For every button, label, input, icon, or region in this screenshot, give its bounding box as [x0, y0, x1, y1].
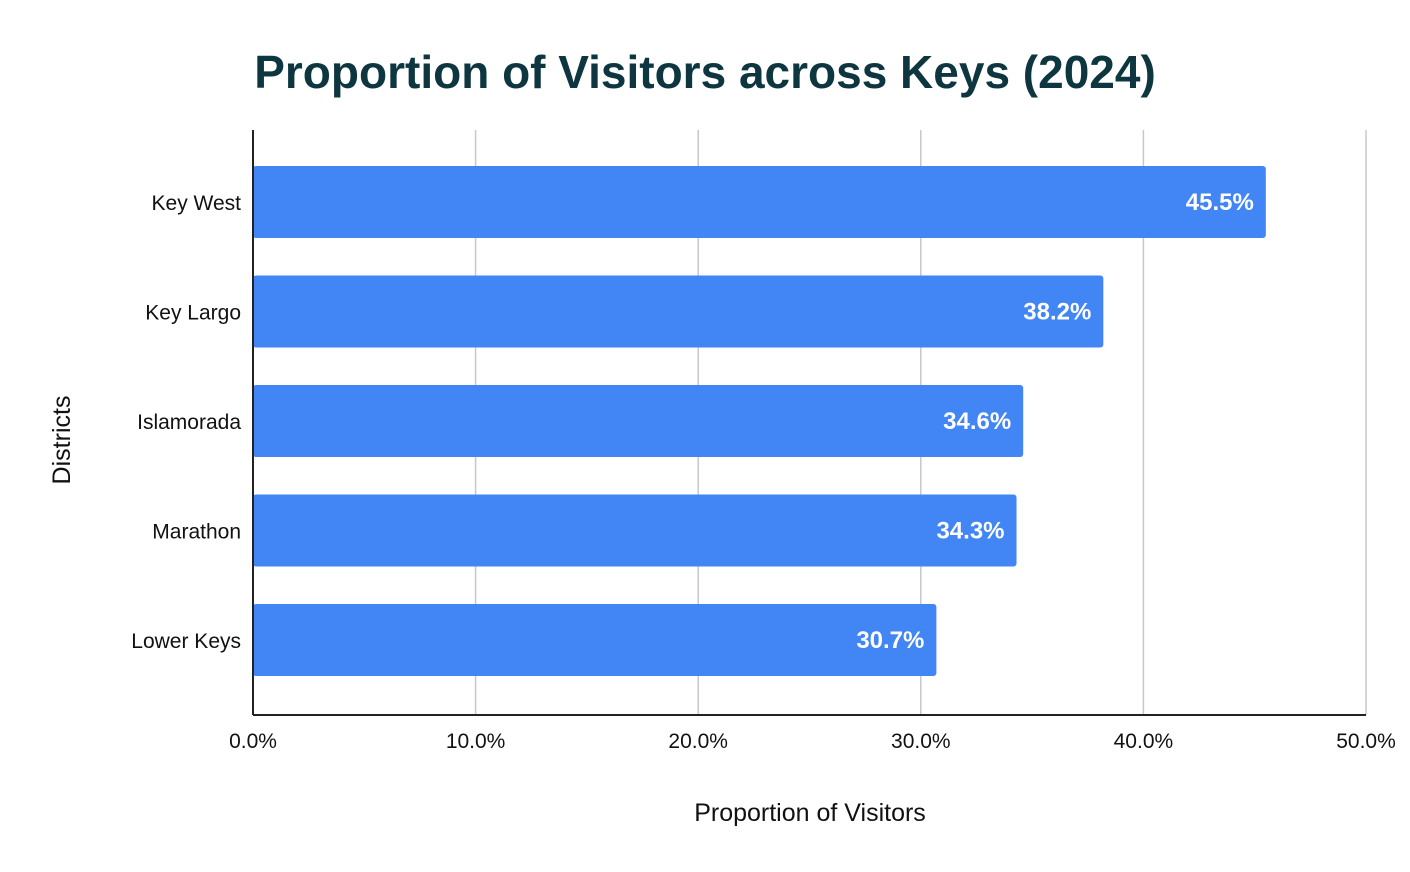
x-tick-label-2: 20.0% — [668, 730, 728, 753]
data-label-0: 45.5% — [1186, 189, 1254, 216]
category-label-1: Key Largo — [145, 302, 241, 325]
data-label-1: 38.2% — [1023, 299, 1091, 326]
y-axis-title: Districts — [48, 396, 76, 485]
category-label-0: Key West — [152, 192, 242, 215]
axes — [252, 130, 1366, 716]
x-tick-label-3: 30.0% — [891, 730, 951, 753]
chart-title: Proportion of Visitors across Keys (2024… — [254, 46, 1156, 98]
x-tick-label-1: 10.0% — [446, 730, 506, 753]
data-label-4: 30.7% — [856, 627, 924, 654]
bars: 45.5% 38.2% 34.6% 34.3% 30.7% — [253, 166, 1266, 676]
x-tick-labels: 0.0% 10.0% 20.0% 30.0% 40.0% 50.0% — [229, 730, 1396, 753]
bar-3 — [253, 494, 1017, 567]
category-label-2: Islamorada — [137, 411, 241, 434]
x-tick-label-4: 40.0% — [1114, 730, 1174, 753]
bar-0 — [253, 166, 1266, 238]
x-axis-title: Proportion of Visitors — [694, 799, 926, 827]
x-tick-label-5: 50.0% — [1336, 730, 1396, 753]
bar-2 — [253, 385, 1024, 457]
bar-4 — [253, 604, 937, 676]
data-label-3: 34.3% — [936, 518, 1004, 545]
category-label-3: Marathon — [152, 521, 241, 544]
bar-1 — [253, 275, 1104, 348]
data-label-2: 34.6% — [943, 408, 1011, 435]
x-tick-label-0: 0.0% — [229, 730, 277, 753]
category-label-4: Lower Keys — [131, 630, 241, 653]
category-labels: Key West Key Largo Islamorada Marathon Lower… — [131, 192, 241, 653]
